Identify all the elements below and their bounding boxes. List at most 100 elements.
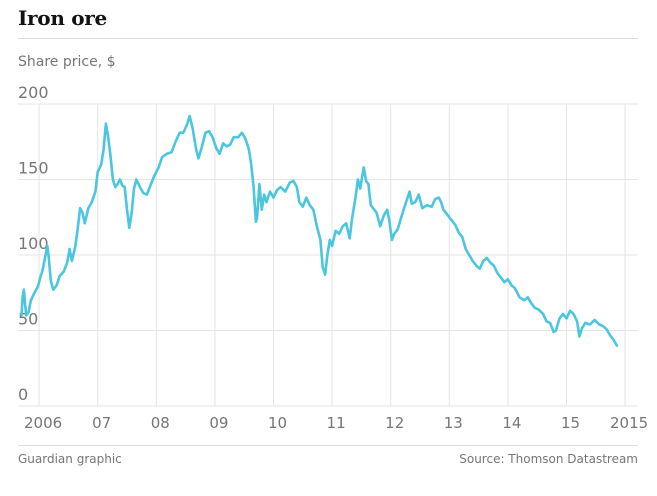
- data-point: [204, 131, 207, 134]
- x-tick-label: 07: [92, 414, 111, 432]
- data-point: [321, 266, 324, 268]
- data-point: [442, 208, 445, 211]
- data-point: [345, 222, 348, 225]
- data-point: [612, 338, 615, 341]
- data-point: [107, 136, 110, 139]
- data-point: [341, 225, 344, 228]
- data-point: [191, 127, 194, 130]
- data-point: [102, 148, 105, 151]
- data-point: [367, 183, 370, 185]
- data-point: [410, 202, 413, 205]
- data-point: [482, 260, 485, 262]
- data-point: [44, 257, 46, 259]
- x-tick-label: 08: [151, 414, 170, 432]
- data-point: [269, 190, 271, 193]
- data-point: [188, 115, 191, 117]
- data-point: [375, 211, 378, 214]
- data-point: [229, 143, 232, 146]
- data-point: [96, 171, 99, 173]
- data-point: [589, 323, 591, 326]
- data-point: [584, 322, 587, 324]
- data-point: [114, 186, 117, 189]
- y-tick-label: 100: [18, 234, 49, 253]
- data-point: [121, 184, 124, 187]
- data-point: [518, 296, 521, 299]
- data-point: [68, 248, 71, 250]
- data-point: [464, 248, 467, 250]
- y-tick-label: 0: [18, 385, 28, 404]
- data-point: [157, 166, 160, 169]
- data-point: [446, 213, 448, 216]
- data-point: [393, 233, 396, 235]
- data-point: [572, 313, 575, 315]
- data-point: [208, 130, 210, 133]
- series-layer: [20, 114, 619, 347]
- data-point: [139, 186, 141, 189]
- data-point: [478, 267, 481, 270]
- data-point: [218, 152, 221, 155]
- data-point: [201, 145, 203, 148]
- data-point: [83, 222, 86, 225]
- data-point: [537, 308, 540, 311]
- y-tick-label: 200: [18, 83, 49, 102]
- data-point: [256, 216, 258, 219]
- series-line: [20, 114, 619, 347]
- data-point: [471, 260, 474, 262]
- data-point: [123, 186, 126, 189]
- x-tick-label: 14: [502, 414, 521, 432]
- data-point: [81, 211, 84, 214]
- y-tick-labels: 0 50 100 150 200: [18, 83, 49, 404]
- data-point: [130, 211, 133, 214]
- y-axis-label: Share price, $: [18, 54, 116, 70]
- data-point: [265, 201, 268, 204]
- data-point: [225, 145, 228, 148]
- data-point: [437, 196, 440, 199]
- data-point: [170, 151, 173, 154]
- data-point: [276, 189, 278, 192]
- data-point: [334, 229, 337, 232]
- data-point: [514, 287, 516, 290]
- data-point: [24, 302, 26, 305]
- data-point: [326, 254, 329, 256]
- y-tick-label: 150: [18, 159, 49, 178]
- data-point: [426, 204, 428, 207]
- data-point: [146, 193, 148, 196]
- data-point: [545, 320, 548, 323]
- data-point: [391, 239, 393, 241]
- x-tick-label: 2006: [24, 414, 62, 432]
- data-point: [128, 226, 131, 229]
- data-point: [598, 323, 601, 326]
- data-point: [601, 325, 604, 327]
- data-point: [197, 157, 200, 160]
- data-point: [526, 296, 529, 299]
- data-point: [552, 331, 555, 333]
- data-point: [558, 317, 561, 320]
- data-point: [175, 139, 178, 142]
- data-point: [365, 180, 367, 182]
- data-point: [215, 146, 218, 149]
- data-point: [354, 196, 357, 199]
- data-point: [241, 131, 243, 134]
- data-point: [605, 328, 608, 330]
- data-point: [237, 136, 240, 139]
- data-point: [461, 236, 464, 238]
- data-point: [569, 310, 571, 312]
- data-point: [142, 192, 145, 195]
- data-point: [23, 288, 25, 291]
- data-point: [492, 264, 495, 267]
- data-point: [185, 124, 188, 126]
- data-point: [386, 208, 389, 211]
- data-point: [576, 320, 578, 323]
- x-tick-label: 11: [327, 414, 346, 432]
- data-point: [324, 273, 326, 276]
- data-point: [133, 187, 135, 190]
- data-point: [485, 257, 488, 259]
- data-point: [135, 178, 138, 181]
- data-point: [178, 131, 181, 134]
- data-point: [263, 193, 265, 196]
- data-point: [542, 313, 544, 315]
- data-point: [468, 254, 471, 256]
- data-point: [52, 288, 55, 291]
- data-point: [312, 208, 315, 211]
- data-point: [406, 198, 408, 201]
